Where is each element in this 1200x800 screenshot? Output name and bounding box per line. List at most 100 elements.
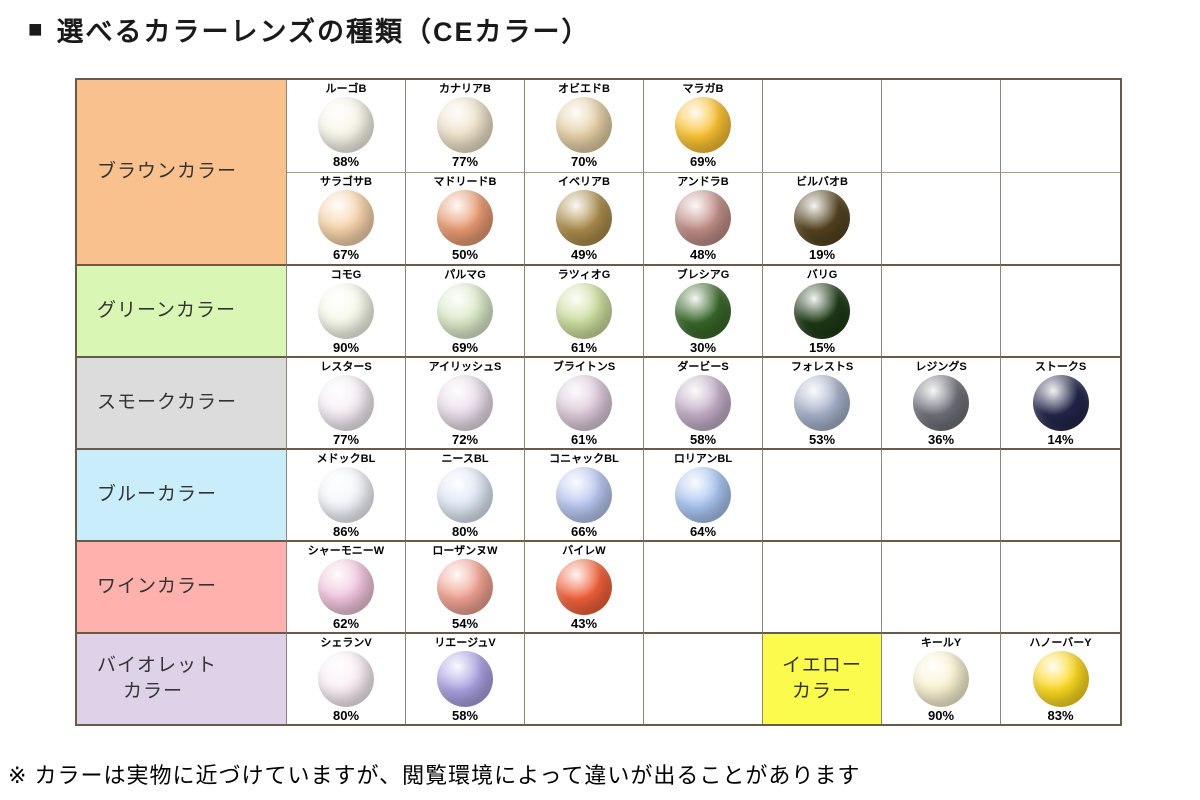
lens-circle	[794, 375, 850, 431]
lens-swatch-パルマG: パルマG 69%	[406, 264, 525, 356]
lens-circle	[318, 283, 374, 339]
lens-circle	[556, 375, 612, 431]
lens-name: カナリアB	[439, 83, 491, 95]
lens-circle	[437, 190, 493, 246]
lens-swatch-ビルバオB: ビルバオB 19%	[763, 172, 882, 264]
lens-transmittance: 50%	[451, 247, 479, 262]
lens-circle	[556, 559, 612, 615]
lens-circle	[437, 559, 493, 615]
lens-circle	[556, 190, 612, 246]
lens-transmittance: 30%	[689, 340, 717, 355]
lens-swatch-ストークS: ストークS 14%	[1001, 356, 1120, 448]
lens-name: ルーゴB	[325, 83, 367, 95]
lens-transmittance: 36%	[927, 432, 955, 447]
lens-swatch-フォレストS: フォレストS 53%	[763, 356, 882, 448]
lens-swatch-ニースBL: ニースBL 80%	[406, 448, 525, 540]
lens-transmittance: 48%	[689, 247, 717, 262]
lens-name: シャーモニーW	[307, 545, 385, 557]
group-label-text: バイオレット	[97, 655, 218, 676]
lens-swatch-リエージュV: リエージュV 58%	[406, 632, 525, 724]
lens-swatch-カナリアB: カナリアB 77%	[406, 80, 525, 172]
lens-name: レジングS	[915, 361, 967, 373]
lens-swatch-コニャックBL: コニャックBL 66%	[525, 448, 644, 540]
lens-transmittance: 77%	[451, 154, 479, 169]
empty-cell	[525, 632, 644, 724]
lens-name: イベリアB	[558, 176, 610, 188]
empty-cell	[882, 172, 1001, 264]
lens-swatch-ダービーS: ダービーS 58%	[644, 356, 763, 448]
lens-circle	[675, 467, 731, 523]
lens-transmittance: 70%	[570, 154, 598, 169]
lens-swatch-バリG: バリG 15%	[763, 264, 882, 356]
lens-name: バイレW	[562, 545, 606, 557]
lens-name: オビエドB	[558, 83, 610, 95]
lens-circle	[675, 283, 731, 339]
lens-transmittance: 72%	[451, 432, 479, 447]
lens-transmittance: 80%	[451, 524, 479, 539]
lens-swatch-キールY: キールY 90%	[882, 632, 1001, 724]
lens-name: リエージュV	[434, 637, 496, 649]
lens-swatch-マラガB: マラガB 69%	[644, 80, 763, 172]
lens-transmittance: 64%	[689, 524, 717, 539]
lens-transmittance: 58%	[451, 708, 479, 723]
lens-name: シェランV	[320, 637, 372, 649]
lens-transmittance: 58%	[689, 432, 717, 447]
empty-cell	[882, 540, 1001, 632]
lens-circle	[318, 190, 374, 246]
lens-transmittance: 49%	[570, 247, 598, 262]
lens-circle	[1032, 375, 1089, 431]
lens-swatch-レスターS: レスターS 77%	[287, 356, 406, 448]
lens-swatch-ルーゴB: ルーゴB 88%	[287, 80, 406, 172]
lens-circle	[913, 375, 969, 431]
group-label-text: グリーンカラー	[97, 300, 237, 321]
square-bullet-icon: ■	[28, 15, 45, 43]
lens-name: ローザンヌW	[432, 545, 498, 557]
empty-cell	[882, 264, 1001, 356]
group-label-text: カラー	[123, 681, 184, 702]
lens-transmittance: 90%	[332, 340, 360, 355]
lens-swatch-サラゴサB: サラゴサB 67%	[287, 172, 406, 264]
lens-name: マドリードB	[433, 176, 497, 188]
lens-transmittance: 83%	[1047, 708, 1074, 723]
lens-swatch-シャーモニーW: シャーモニーW 62%	[287, 540, 406, 632]
lens-transmittance: 53%	[808, 432, 836, 447]
group-label-blue: ブルーカラー	[77, 448, 287, 540]
lens-transmittance: 66%	[570, 524, 598, 539]
lens-transmittance: 80%	[332, 708, 360, 723]
lens-name: メドックBL	[316, 453, 376, 465]
lens-transmittance: 61%	[570, 340, 598, 355]
group-label-wine: ワインカラー	[77, 540, 287, 632]
lens-transmittance: 19%	[808, 247, 836, 262]
empty-cell	[644, 632, 763, 724]
lens-name: コモG	[330, 269, 362, 281]
lens-transmittance: 43%	[570, 616, 598, 631]
lens-swatch-アイリッシュS: アイリッシュS 72%	[406, 356, 525, 448]
lens-name: アンドラB	[677, 176, 729, 188]
lens-transmittance: 54%	[451, 616, 479, 631]
lens-circle	[675, 97, 731, 153]
lens-name: マラガB	[682, 83, 724, 95]
empty-cell	[1001, 448, 1120, 540]
lens-transmittance: 90%	[927, 708, 955, 723]
lens-circle	[556, 283, 612, 339]
lens-name: キールY	[920, 637, 962, 649]
lens-swatch-イベリアB: イベリアB 49%	[525, 172, 644, 264]
lens-circle	[794, 283, 850, 339]
empty-cell	[882, 448, 1001, 540]
lens-name: ブレシアG	[676, 269, 730, 281]
lens-color-table: ブラウンカラー グリーンカラー スモークカラー ブルーカラー ワインカラー バイオレットカ…	[75, 78, 1122, 726]
lens-circle	[794, 190, 850, 246]
lens-transmittance: 14%	[1047, 432, 1074, 447]
lens-circle	[318, 467, 374, 523]
lens-transmittance: 15%	[808, 340, 836, 355]
lens-transmittance: 69%	[451, 340, 479, 355]
lens-swatch-メドックBL: メドックBL 86%	[287, 448, 406, 540]
lens-circle	[437, 375, 493, 431]
lens-swatch-ラツィオG: ラツィオG 61%	[525, 264, 644, 356]
lens-circle	[318, 375, 374, 431]
lens-transmittance: 62%	[332, 616, 360, 631]
lens-circle	[318, 97, 374, 153]
lens-name: ブライトンS	[552, 361, 616, 373]
lens-swatch-マドリードB: マドリードB 50%	[406, 172, 525, 264]
group-label-text: ワインカラー	[97, 576, 218, 597]
